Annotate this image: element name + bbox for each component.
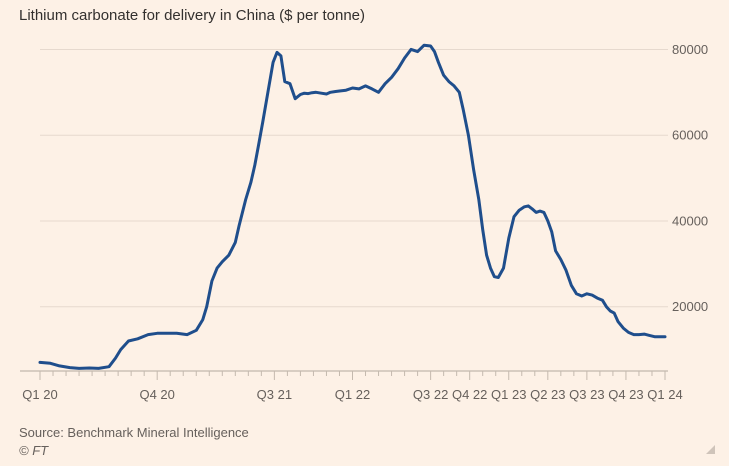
x-tick-label: Q2 23 — [530, 387, 565, 402]
x-tick-label: Q1 22 — [335, 387, 370, 402]
x-tick-label: Q1 23 — [491, 387, 526, 402]
x-axis-tick-labels: Q1 20 Q4 20 Q3 21 Q1 22 Q3 22 Q4 22 Q1 23 Q2 23… — [22, 387, 682, 402]
chart-title: Lithium carbonate for delivery in China … — [19, 7, 366, 24]
series-line — [38, 43, 667, 370]
x-tick-label: Q1 24 — [647, 387, 682, 402]
x-axis — [20, 370, 668, 380]
y-tick-label: 40000 — [672, 213, 708, 228]
source-note: Source: Benchmark Mineral Intelligence — [19, 425, 249, 440]
x-tick-label: Q1 20 — [22, 387, 57, 402]
resize-corner-icon — [706, 445, 715, 454]
y-tick-label: 60000 — [672, 128, 708, 143]
x-tick-label: Q3 21 — [257, 387, 292, 402]
x-tick-label: Q3 22 — [413, 387, 448, 402]
x-tick-label: Q4 23 — [608, 387, 643, 402]
gridlines — [40, 48, 668, 308]
y-axis-tick-labels: 20000 40000 60000 80000 — [672, 42, 708, 314]
x-tick-label: Q3 23 — [569, 387, 604, 402]
copyright-note: © FT — [19, 443, 49, 458]
y-tick-label: 20000 — [672, 299, 708, 314]
y-tick-label: 80000 — [672, 42, 708, 57]
x-tick-label: Q4 20 — [139, 387, 174, 402]
x-tick-label: Q4 22 — [452, 387, 487, 402]
series-layer — [38, 43, 667, 370]
